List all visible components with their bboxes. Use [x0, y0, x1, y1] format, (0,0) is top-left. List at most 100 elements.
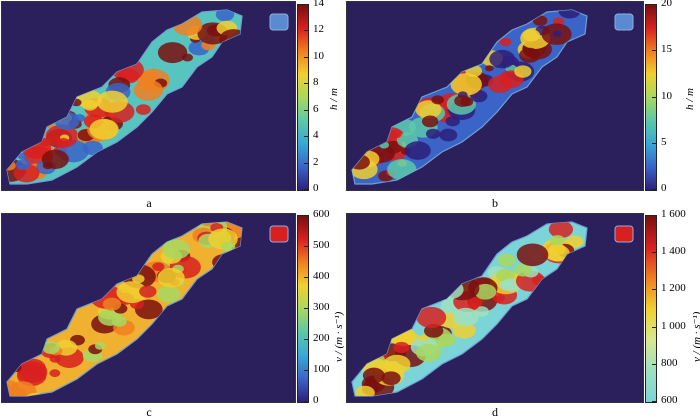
colorbar-c-tick-2: 200	[313, 332, 330, 344]
colorbar-a-tick-6: 12	[313, 23, 324, 36]
colorbar-d-tickmark-3	[652, 289, 656, 291]
anomaly-c-56	[139, 285, 157, 298]
colorbar-a-tick-3: 6	[313, 102, 319, 115]
caption-d: d	[492, 405, 498, 419]
colorbar-a-tick-1: 2	[313, 155, 319, 168]
anomaly-c-57	[152, 262, 165, 271]
anomaly-b-62	[489, 49, 516, 69]
anomaly-c-43	[98, 308, 123, 326]
anomaly-d-46	[497, 253, 516, 267]
map-b-svg	[351, 2, 634, 185]
colorbar-b-label: h / m	[684, 88, 696, 110]
colorbar-c-tickmark-5	[304, 246, 308, 247]
colorbar-c-tickmark-4	[304, 277, 308, 278]
anomaly-d-58	[546, 244, 570, 262]
colorbar-b-tickmark-3	[652, 50, 656, 52]
colorbar-d-tickmark-2	[652, 326, 656, 328]
map-a	[1, 1, 296, 191]
anomaly-c-35	[212, 254, 235, 271]
colorbar-a	[297, 4, 309, 191]
colorbar-d	[645, 215, 657, 403]
anomaly-b-69	[532, 15, 548, 26]
colorbar-a-tickmark-7	[304, 4, 308, 5]
map-b	[346, 1, 644, 191]
anomaly-d-30	[468, 302, 479, 310]
colorbar-c-tickmark-1	[304, 370, 308, 371]
anomaly-b-68	[387, 159, 417, 180]
anomaly-d-12	[548, 222, 574, 239]
anomaly-b-48	[514, 65, 532, 78]
colorbar-c-tick-1: 100	[313, 363, 330, 375]
colorbar-a-tick-2: 4	[313, 129, 319, 142]
anomaly-b-54	[561, 2, 581, 7]
isolated-block-a	[269, 13, 289, 31]
anomaly-a-48	[141, 71, 158, 83]
colorbar-c-tickmark-3	[304, 308, 308, 309]
anomaly-c-25	[19, 358, 47, 378]
colorbar-a-tickmark-4	[304, 83, 308, 85]
colorbar-d-tickmark-1	[652, 363, 656, 365]
colorbar-b-tick-4: 20	[661, 0, 672, 9]
anomaly-b-60	[389, 129, 402, 139]
colorbar-a-label: h / m	[328, 88, 340, 110]
anomaly-d-66	[436, 279, 464, 300]
colorbar-a-tickmark-0	[304, 189, 308, 190]
colorbar-a-tickmark-2	[304, 136, 308, 138]
colorbar-a-tickmark-5	[304, 56, 308, 58]
colorbar-a-tickmark-3	[304, 109, 308, 111]
anomaly-c-64	[94, 342, 106, 350]
anomaly-c-14	[156, 285, 181, 303]
colorbar-c-tick-4: 400	[313, 270, 330, 282]
anomaly-a-62	[89, 118, 119, 140]
anomaly-b-63	[485, 65, 494, 72]
map-c	[1, 213, 296, 403]
isolated-block-b	[614, 13, 634, 31]
colorbar-c-tickmark-6	[304, 215, 308, 216]
colorbar-b-tick-0: 0	[661, 182, 667, 194]
caption-a: a	[146, 196, 152, 210]
anomaly-a-61	[220, 2, 229, 7]
anomaly-b-40	[558, 10, 581, 19]
anomaly-b-34	[439, 128, 458, 142]
colorbar-b	[645, 4, 657, 191]
anomaly-d-48	[355, 385, 375, 396]
anomaly-b-45	[450, 73, 482, 96]
anomaly-b-65	[519, 47, 541, 63]
colorbar-d-tickmark-0	[652, 401, 656, 402]
colorbar-a-tick-4: 8	[313, 76, 319, 89]
isolated-block-c	[269, 225, 289, 243]
isolated-block-d	[614, 225, 634, 243]
anomaly-d-68	[452, 307, 479, 327]
colorbar-d-tickmark-5	[652, 215, 656, 216]
colorbar-b-tickmark-0	[652, 189, 656, 190]
anomaly-d-67	[416, 306, 447, 329]
anomaly-a-64	[135, 104, 151, 115]
anomaly-c-58	[9, 363, 22, 373]
anomaly-a-69	[57, 105, 69, 114]
colorbar-a-tick-7: 14	[313, 0, 324, 9]
colorbar-b-tickmark-4	[652, 4, 656, 5]
anomaly-c-68	[162, 239, 191, 260]
map-d-svg	[351, 221, 634, 397]
anomaly-a-45	[56, 137, 70, 148]
anomaly-b-64	[460, 97, 474, 107]
colorbar-d-tick-0: 600	[661, 394, 678, 406]
anomaly-d-64	[419, 334, 429, 342]
colorbar-c	[297, 215, 309, 403]
anomaly-d-23	[452, 321, 476, 339]
anomaly-b-43	[522, 29, 541, 42]
anomaly-c-69	[102, 297, 122, 311]
anomaly-d-44	[499, 280, 514, 291]
colorbar-c-tickmark-0	[304, 401, 308, 402]
anomaly-a-29	[133, 79, 164, 101]
anomalies-a	[7, 2, 242, 183]
colorbar-d-label: v / (m · s⁻¹)	[691, 311, 700, 362]
colorbar-b-tick-2: 10	[661, 89, 672, 102]
anomaly-b-66	[552, 30, 562, 37]
colorbar-d-tick-1: 800	[661, 356, 678, 369]
anomaly-a-55	[172, 14, 203, 36]
anomaly-c-66	[42, 341, 61, 355]
anomaly-b-38	[431, 95, 445, 105]
anomalies-d	[352, 222, 584, 396]
anomaly-a-0	[215, 10, 235, 22]
